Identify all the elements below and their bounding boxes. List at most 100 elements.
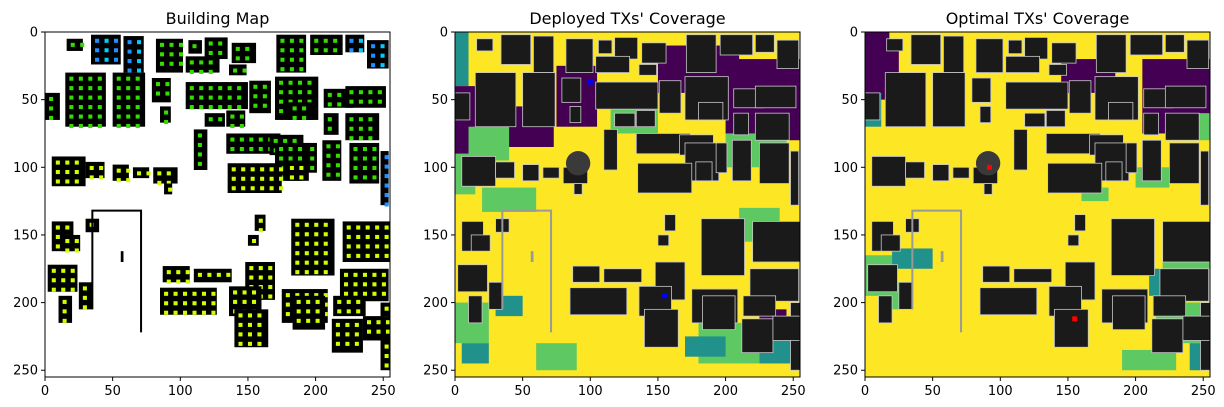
building	[754, 34, 775, 53]
x-tick-label: 250	[371, 384, 396, 399]
sensor-dot	[304, 222, 309, 227]
sensor-dot	[185, 279, 190, 284]
sensor-dot	[299, 175, 304, 180]
sensor-dot	[279, 109, 284, 114]
sensor-dot	[349, 126, 354, 131]
x-tick-label: 100	[168, 384, 193, 399]
sensor-dot	[314, 241, 319, 246]
sensor-dot	[82, 305, 87, 310]
sensor-dot	[273, 138, 278, 143]
sensor-dot	[247, 341, 252, 346]
sensor-dot	[384, 344, 389, 349]
building	[754, 112, 790, 141]
sensor-dot	[208, 60, 213, 65]
sensor-dot	[116, 124, 121, 129]
sensor-dot	[269, 176, 274, 181]
sensor-dot	[218, 105, 223, 110]
sensor-dot	[295, 293, 300, 298]
sensor-dot	[95, 38, 100, 43]
sensor-dot	[114, 57, 119, 62]
sensor-dot	[279, 156, 284, 161]
sensor-dot	[69, 124, 74, 129]
building	[871, 156, 906, 187]
sensor-dot	[166, 180, 171, 185]
transmitter-marker	[1072, 316, 1078, 322]
sensor-dot	[292, 106, 297, 111]
sensor-dot	[384, 174, 389, 179]
sensor-dot	[135, 76, 140, 81]
sensor-dot	[126, 124, 131, 129]
building	[603, 268, 643, 283]
sensor-dot	[230, 114, 235, 119]
sensor-dot	[211, 291, 216, 296]
sensor-dot	[235, 46, 240, 51]
sensor-dot	[237, 95, 242, 100]
sensor-dot	[192, 44, 197, 49]
sensor-dot	[335, 144, 340, 149]
sensor-dot	[197, 161, 202, 166]
sensor-dot	[127, 68, 132, 73]
building	[657, 234, 670, 247]
sensor-dot	[280, 57, 285, 62]
building	[226, 133, 281, 154]
sensor-dot	[323, 260, 328, 265]
sensor-dot	[208, 105, 213, 110]
sensor-dot	[157, 171, 162, 176]
sensor-dot	[368, 117, 373, 122]
sensor-dot	[97, 95, 102, 100]
sensor-dot	[260, 176, 265, 181]
sensor-dot	[239, 137, 244, 142]
sensor-dot	[385, 329, 390, 334]
building	[1054, 308, 1089, 348]
sensor-dot	[165, 91, 170, 96]
sensor-dot	[384, 202, 389, 207]
sensor-dot	[323, 302, 328, 307]
building	[367, 40, 389, 69]
sensor-dot	[372, 165, 377, 170]
sensor-dot	[299, 165, 304, 170]
sensor-dot	[230, 137, 235, 142]
sensor-dot	[49, 106, 54, 111]
sensor-dot	[356, 299, 361, 304]
building	[664, 214, 676, 232]
sensor-dot	[358, 38, 363, 43]
sensor-dot	[78, 76, 83, 81]
sensor-dot	[208, 117, 213, 122]
sensor-dot	[208, 50, 213, 55]
sensor-dot	[166, 279, 171, 284]
sensor-dot	[155, 82, 160, 87]
sensor-dot	[307, 99, 312, 104]
building	[644, 308, 679, 348]
sensor-dot	[176, 270, 181, 275]
building	[595, 55, 630, 73]
sensor-dot	[376, 320, 381, 325]
sensor-dot	[197, 152, 202, 157]
sensor-dot	[165, 82, 170, 87]
sensor-dot	[211, 310, 216, 315]
sensor-dot	[304, 293, 309, 298]
sensor-dot	[211, 301, 216, 306]
sensor-dot	[230, 147, 235, 152]
sensor-dot	[239, 147, 244, 152]
sensor-dot	[353, 282, 358, 287]
sensor-dot	[137, 40, 142, 45]
building	[468, 295, 483, 324]
plaza-outline	[91, 209, 143, 333]
sensor-dot	[288, 147, 293, 152]
building	[1013, 129, 1028, 171]
sensor-dot	[326, 153, 331, 158]
x-tick-label: 50	[104, 384, 121, 399]
sensor-dot	[354, 332, 359, 337]
sensor-dot	[365, 234, 370, 239]
sensor-dot	[335, 322, 340, 327]
sensor-dot	[169, 61, 174, 66]
sensor-dot	[306, 309, 311, 314]
building	[719, 34, 754, 56]
sensor-dot	[372, 272, 377, 277]
sensor-dot	[116, 86, 121, 91]
sensor-dot	[298, 90, 303, 95]
sensor-dot	[55, 244, 60, 249]
sensor-dot	[371, 53, 376, 58]
